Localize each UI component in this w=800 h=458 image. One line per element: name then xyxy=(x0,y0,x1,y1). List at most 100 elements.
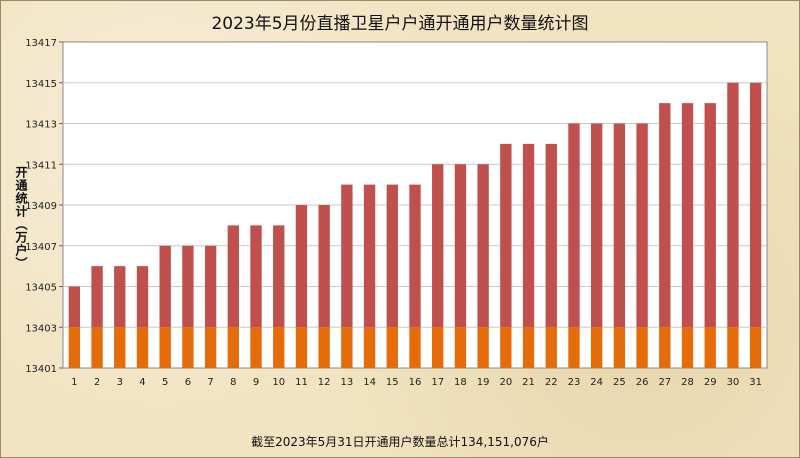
y-tick-label: 13403 xyxy=(25,323,57,334)
x-tick-label: 12 xyxy=(318,377,331,388)
bar-base xyxy=(591,327,603,368)
bar-upper xyxy=(477,164,489,328)
bar-base xyxy=(477,327,489,368)
x-tick-label: 7 xyxy=(207,377,213,388)
x-tick-label: 20 xyxy=(499,377,512,388)
x-tick-label: 16 xyxy=(409,377,422,388)
y-tick-label: 13401 xyxy=(25,364,57,375)
bar-upper xyxy=(613,123,626,328)
bar-base xyxy=(500,327,512,368)
x-tick-label: 8 xyxy=(230,377,236,388)
bar-upper xyxy=(159,245,171,328)
bar-base xyxy=(159,327,171,368)
bar-base xyxy=(295,327,308,368)
bar-base xyxy=(749,327,762,368)
y-tick-label: 13405 xyxy=(25,283,57,294)
bar-base xyxy=(273,327,285,368)
bar-base xyxy=(182,327,194,368)
y-tick-label: 13413 xyxy=(25,120,57,131)
bar-upper xyxy=(409,184,421,328)
bar-base xyxy=(636,327,648,368)
bar-base xyxy=(545,327,557,368)
bar-upper xyxy=(681,103,694,328)
bar-upper xyxy=(363,184,376,328)
bar-upper xyxy=(454,164,467,328)
x-tick-label: 30 xyxy=(727,377,740,388)
bar-base xyxy=(522,327,535,368)
x-tick-label: 15 xyxy=(386,377,399,388)
x-tick-label: 18 xyxy=(454,377,467,388)
bar-upper xyxy=(204,245,217,328)
bar-upper xyxy=(341,184,353,328)
x-tick-label: 3 xyxy=(117,377,123,388)
bar-base xyxy=(250,327,262,368)
y-tick-label: 13409 xyxy=(25,201,57,212)
bar-upper xyxy=(114,266,126,328)
chart-title: 2023年5月份直播卫星户户通开通用户数量统计图 xyxy=(211,14,589,34)
x-tick-label: 10 xyxy=(272,377,285,388)
x-tick-label: 9 xyxy=(253,377,259,388)
bar-base xyxy=(318,327,330,368)
bar-base xyxy=(409,327,421,368)
bar-upper xyxy=(591,123,603,328)
x-tick-label: 5 xyxy=(162,377,168,388)
y-axis-label: 开通统计（万户） xyxy=(14,166,28,270)
x-tick-label: 22 xyxy=(545,377,558,388)
bar-upper xyxy=(227,225,239,328)
y-tick-label: 13411 xyxy=(25,160,57,171)
x-tick-label: 25 xyxy=(613,377,626,388)
chart-footer: 截至2023年5月31日开通用户数量总计134,151,076户 xyxy=(251,435,549,449)
bar-base xyxy=(613,327,626,368)
bar-upper xyxy=(273,225,285,328)
x-tick-label: 6 xyxy=(185,377,191,388)
bar-upper xyxy=(500,143,512,328)
bar-upper xyxy=(136,266,149,328)
x-tick-label: 28 xyxy=(681,377,694,388)
bar-upper xyxy=(318,205,330,328)
bar-base xyxy=(204,327,217,368)
bar-upper xyxy=(91,266,103,328)
bar-upper xyxy=(659,103,671,328)
bar-base xyxy=(386,327,398,368)
bar-base xyxy=(727,327,739,368)
x-tick-label: 1 xyxy=(71,377,77,388)
bar-upper xyxy=(749,82,762,328)
x-tick-label: 14 xyxy=(363,377,376,388)
x-tick-label: 24 xyxy=(590,377,603,388)
x-tick-label: 17 xyxy=(431,377,444,388)
bar-base xyxy=(432,327,444,368)
x-tick-label: 13 xyxy=(341,377,354,388)
bar-upper xyxy=(568,123,580,328)
bar-base xyxy=(454,327,467,368)
y-tick-label: 13417 xyxy=(25,38,57,49)
bar-upper xyxy=(522,143,535,328)
y-tick-label: 13407 xyxy=(25,242,57,253)
bar-upper xyxy=(295,205,308,328)
bar-upper xyxy=(250,225,262,328)
bar-upper xyxy=(636,123,648,328)
bar-base xyxy=(659,327,671,368)
x-tick-label: 23 xyxy=(568,377,581,388)
bar-base xyxy=(341,327,353,368)
x-tick-label: 19 xyxy=(477,377,490,388)
bar-base xyxy=(91,327,103,368)
y-tick-label: 13415 xyxy=(25,79,57,90)
bar-upper xyxy=(68,286,81,328)
x-tick-label: 21 xyxy=(522,377,535,388)
bar-base xyxy=(114,327,126,368)
x-tick-label: 4 xyxy=(139,377,145,388)
bar-upper xyxy=(386,184,398,328)
x-tick-label: 26 xyxy=(636,377,649,388)
x-tick-label: 27 xyxy=(658,377,671,388)
bar-base xyxy=(227,327,239,368)
bar-base xyxy=(704,327,716,368)
bar-base xyxy=(363,327,376,368)
x-tick-label: 31 xyxy=(749,377,762,388)
bar-upper xyxy=(182,245,194,328)
bar-base xyxy=(681,327,694,368)
bar-base xyxy=(568,327,580,368)
x-tick-label: 29 xyxy=(704,377,717,388)
bar-upper xyxy=(545,143,557,328)
